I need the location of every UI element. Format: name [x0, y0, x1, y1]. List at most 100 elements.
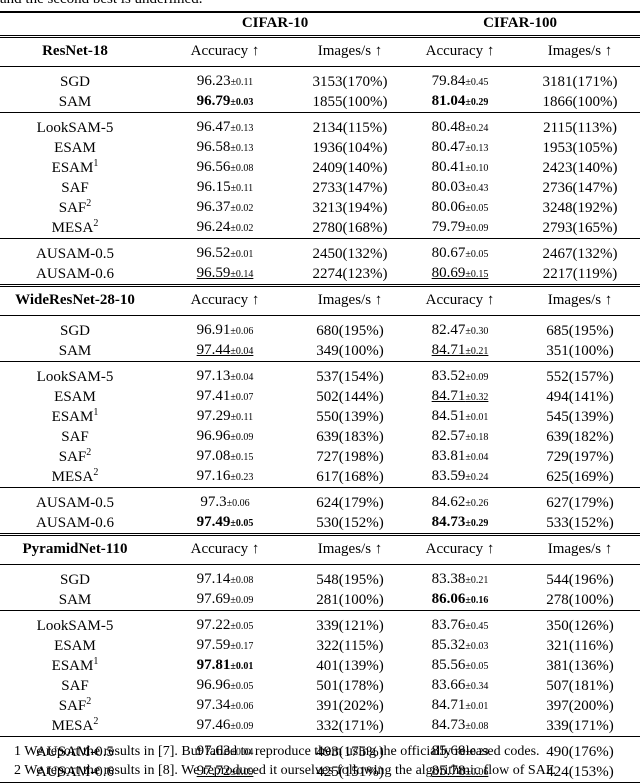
footnote-mark: 2 [93, 715, 99, 727]
accuracy-std: ±0.05 [465, 202, 489, 214]
accuracy: 85.56±0.05 [432, 657, 489, 673]
accuracy: 96.24±0.02 [197, 219, 254, 235]
accuracy-std: ±0.09 [230, 431, 254, 443]
accuracy-std: ±0.05 [230, 620, 254, 632]
method-cell: MESA2 [0, 467, 150, 488]
accuracy: 96.79±0.03 [197, 93, 254, 109]
caption: and the second best is underlined. [0, 0, 202, 8]
accuracy: 97.49±0.05 [197, 514, 254, 530]
accuracy-std: ±0.05 [230, 517, 254, 529]
method-name: MESA [51, 717, 94, 734]
accuracy-cell: 96.15±0.11 [150, 178, 300, 198]
accuracy-value: 83.52 [431, 367, 466, 384]
accuracy-cell: 97.29±0.11 [150, 407, 300, 427]
method-row: SAF2 97.08±0.15 727(198%) 83.81±0.04 729(197… [0, 447, 640, 467]
throughput-cell: 625(169%) [546, 468, 614, 485]
accuracy-std: ±0.24 [465, 471, 489, 483]
accuracy-value: 84.71 [431, 341, 466, 358]
throughput-cell: 552(157%) [546, 368, 614, 385]
throughput-cell: 617(168%) [316, 468, 384, 485]
accuracy: 83.52±0.09 [432, 368, 489, 384]
method-row: AUSAM-0.5 96.52±0.01 2450(132%) 80.67±0.05 2… [0, 238, 640, 264]
accuracy: 97.59±0.17 [197, 637, 254, 653]
accuracy-cell: 96.23±0.11 [150, 66, 300, 92]
method-name: AUSAM-0.6 [36, 514, 114, 531]
accuracy-value: 97.13 [196, 367, 231, 384]
throughput-cell: 544(196%) [546, 571, 614, 588]
accuracy: 85.68±0.23 [432, 743, 489, 759]
accuracy-cell: 96.37±0.02 [150, 198, 300, 218]
dataset-header: CIFAR-10 CIFAR-100 [0, 12, 640, 36]
accuracy-std: ±0.08 [230, 574, 254, 586]
accuracy-value: 80.41 [431, 158, 466, 175]
accuracy-value: 80.03 [431, 178, 466, 195]
accuracy: 80.67±0.05 [432, 245, 489, 261]
method-name: SAF [58, 199, 87, 216]
accuracy-value: 97.72 [196, 762, 231, 779]
throughput-cell: 727(198%) [316, 448, 384, 465]
method-name: MESA [51, 219, 94, 236]
accuracy-cell: 96.58±0.13 [150, 138, 300, 158]
accuracy-std: ±0.04 [465, 451, 489, 463]
method-row: ESAM 97.59±0.17 322(115%) 85.32±0.03 321(116… [0, 636, 640, 656]
accuracy-cell: 96.96±0.05 [150, 676, 300, 696]
method-name: ESAM [51, 159, 94, 176]
accuracy-value: 80.69 [431, 264, 466, 281]
accuracy-value: 96.52 [196, 244, 231, 261]
accuracy-std: ±0.13 [230, 142, 254, 154]
accuracy-std: ±0.14 [230, 268, 254, 280]
throughput-cell: 1855(100%) [312, 93, 388, 110]
accuracy-cell: 80.67±0.05 [400, 238, 520, 264]
throughput-cell: 391(202%) [316, 697, 384, 714]
column-header: Images/s ↑ [547, 541, 613, 557]
accuracy-cell: 97.81±0.01 [150, 656, 300, 676]
method-row: SAF 96.96±0.09 639(183%) 82.57±0.18 639(182%… [0, 427, 640, 447]
accuracy-value: 84.62 [431, 493, 466, 510]
accuracy-value: 96.96 [196, 427, 231, 444]
method-cell: ESAM [0, 636, 150, 656]
method-row: AUSAM-0.6 97.49±0.05 530(152%) 84.73±0.29 53… [0, 513, 640, 534]
accuracy: 85.32±0.03 [432, 637, 489, 653]
accuracy: 97.16±0.23 [197, 468, 254, 484]
accuracy-std: ±0.08 [465, 720, 489, 732]
method-row: AUSAM-0.6 96.59±0.14 2274(123%) 80.69±0.15 2… [0, 264, 640, 286]
accuracy-value: 85.78 [431, 762, 466, 779]
method-cell: SAF [0, 676, 150, 696]
accuracy-std: ±0.23 [465, 746, 489, 758]
method-cell: SAF [0, 178, 150, 198]
method-name: SAF [61, 428, 89, 445]
footnote-mark: 1 [93, 655, 99, 667]
footnote: 1 We report the results in [7]. But fail… [14, 744, 540, 759]
accuracy-cell: 82.57±0.18 [400, 427, 520, 447]
accuracy-std: ±0.34 [465, 680, 489, 692]
accuracy: 84.71±0.32 [432, 388, 489, 404]
column-header: Images/s ↑ [317, 292, 383, 308]
method-row: ESAM1 97.29±0.11 550(139%) 84.51±0.01 545(13… [0, 407, 640, 427]
accuracy-cell: 96.91±0.06 [150, 315, 300, 341]
accuracy-std: ±0.11 [230, 76, 254, 88]
accuracy-value: 84.73 [431, 513, 466, 530]
throughput-cell: 545(139%) [546, 408, 614, 425]
throughput-cell: 1866(100%) [542, 93, 618, 110]
accuracy-value: 97.44 [196, 341, 231, 358]
method-name: ESAM [54, 388, 96, 405]
throughput-cell: 2450(132%) [312, 245, 388, 262]
accuracy-value: 81.04 [431, 92, 466, 109]
accuracy-value: 97.49 [196, 513, 231, 530]
method-row: ESAM1 96.56±0.08 2409(140%) 80.41±0.10 2423(… [0, 158, 640, 178]
method-cell: AUSAM-0.6 [0, 264, 150, 286]
throughput-cell: 502(144%) [316, 388, 384, 405]
accuracy: 97.34±0.06 [197, 697, 254, 713]
accuracy-std: ±0.45 [465, 620, 489, 632]
accuracy-std: ±0.43 [465, 182, 489, 194]
accuracy-value: 97.08 [196, 447, 231, 464]
column-header: Images/s ↑ [317, 43, 383, 59]
accuracy-value: 79.84 [431, 72, 466, 89]
accuracy-value: 97.59 [196, 636, 231, 653]
throughput-cell: 281(100%) [316, 591, 384, 608]
accuracy-cell: 97.08±0.15 [150, 447, 300, 467]
accuracy-value: 96.56 [196, 158, 231, 175]
accuracy-cell: 83.52±0.09 [400, 361, 520, 387]
accuracy-value: 97.14 [196, 570, 231, 587]
accuracy: 97.46±0.09 [197, 717, 254, 733]
